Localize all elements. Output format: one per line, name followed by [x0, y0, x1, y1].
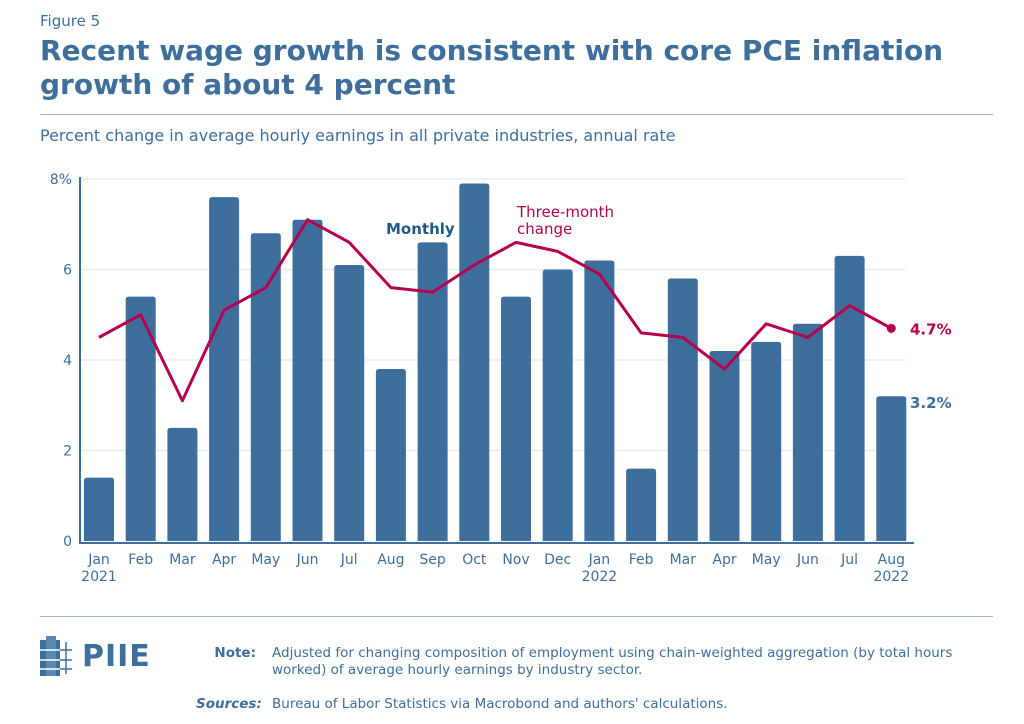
- chart-title: Recent wage growth is consistent with co…: [40, 34, 944, 101]
- x-tick-label: Oct: [462, 552, 487, 568]
- bar-jan: [584, 260, 615, 541]
- bar-jul: [834, 255, 865, 542]
- line-end-label: 4.7%: [910, 320, 952, 338]
- bar-jan: [84, 477, 114, 541]
- divider: [40, 114, 993, 115]
- bar-jun: [792, 323, 823, 541]
- bar-mar: [167, 427, 198, 541]
- x-tick-label: Mar: [670, 552, 697, 568]
- sources-text: Bureau of Labor Statistics via Macrobond…: [272, 696, 728, 712]
- bar-oct: [459, 183, 490, 541]
- logo-text: PIIE: [82, 638, 151, 674]
- x-tick-label: Jun: [796, 552, 819, 568]
- building-logo-icon: [38, 636, 72, 676]
- bar-jun: [292, 219, 323, 541]
- x-tick-label: Apr: [212, 552, 236, 568]
- bar-may: [250, 233, 281, 542]
- bar-sep: [417, 242, 448, 541]
- x-tick-label: Jul: [840, 552, 858, 568]
- note-text: Adjusted for changing composition of emp…: [272, 645, 953, 678]
- y-tick-label: 6: [63, 263, 72, 279]
- x-tick-label: Feb: [629, 552, 654, 568]
- line-end-marker: [886, 323, 896, 333]
- x-tick-label: Jan: [588, 552, 611, 568]
- bar-apr: [209, 197, 240, 541]
- piie-logo: PIIE: [38, 634, 151, 678]
- x-tick-label: Mar: [169, 552, 196, 568]
- note-label: Note:: [214, 645, 256, 661]
- x-tick-label: Feb: [128, 552, 153, 568]
- x-tick-label: Dec: [544, 552, 571, 568]
- x-tick-label: Apr: [712, 552, 736, 568]
- chart-subtitle: Percent change in average hourly earning…: [40, 126, 676, 145]
- x-tick-label: Sep: [419, 552, 446, 568]
- x-year-label: 2022: [873, 569, 909, 585]
- x-tick-label: May: [251, 552, 280, 568]
- legend-three-month-line1: Three-month: [516, 203, 614, 221]
- bar-aug: [876, 396, 907, 541]
- legend-monthly: Monthly: [386, 220, 455, 238]
- divider: [40, 616, 993, 617]
- x-year-label: 2021: [81, 569, 117, 585]
- bar-dec: [542, 269, 573, 541]
- x-tick-label: Jul: [340, 552, 358, 568]
- bar-feb: [125, 296, 156, 541]
- y-tick-label: 4: [63, 353, 72, 369]
- bar-end-label: 3.2%: [910, 394, 952, 412]
- x-tick-label: Nov: [502, 552, 529, 568]
- bar-feb: [626, 468, 657, 541]
- bar-mar: [667, 278, 698, 541]
- bar-jul: [334, 264, 365, 541]
- figure-label: Figure 5: [40, 12, 101, 30]
- x-tick-label: Jan: [87, 552, 110, 568]
- x-tick-label: Aug: [878, 552, 905, 568]
- bar-nov: [501, 296, 531, 541]
- legend-three-month-line2: change: [517, 220, 572, 238]
- x-tick-label: Jun: [296, 552, 319, 568]
- bar-aug: [375, 369, 406, 541]
- y-tick-label: 2: [63, 444, 72, 460]
- bar-apr: [709, 350, 740, 541]
- x-tick-label: Aug: [377, 552, 404, 568]
- bar-may: [751, 341, 782, 541]
- y-tick-label: 0: [63, 534, 72, 550]
- x-tick-label: May: [752, 552, 781, 568]
- x-year-label: 2022: [582, 569, 618, 585]
- y-tick-label: 8%: [50, 172, 72, 188]
- three-month-line: [98, 218, 893, 403]
- sources-label: Sources:: [196, 696, 262, 712]
